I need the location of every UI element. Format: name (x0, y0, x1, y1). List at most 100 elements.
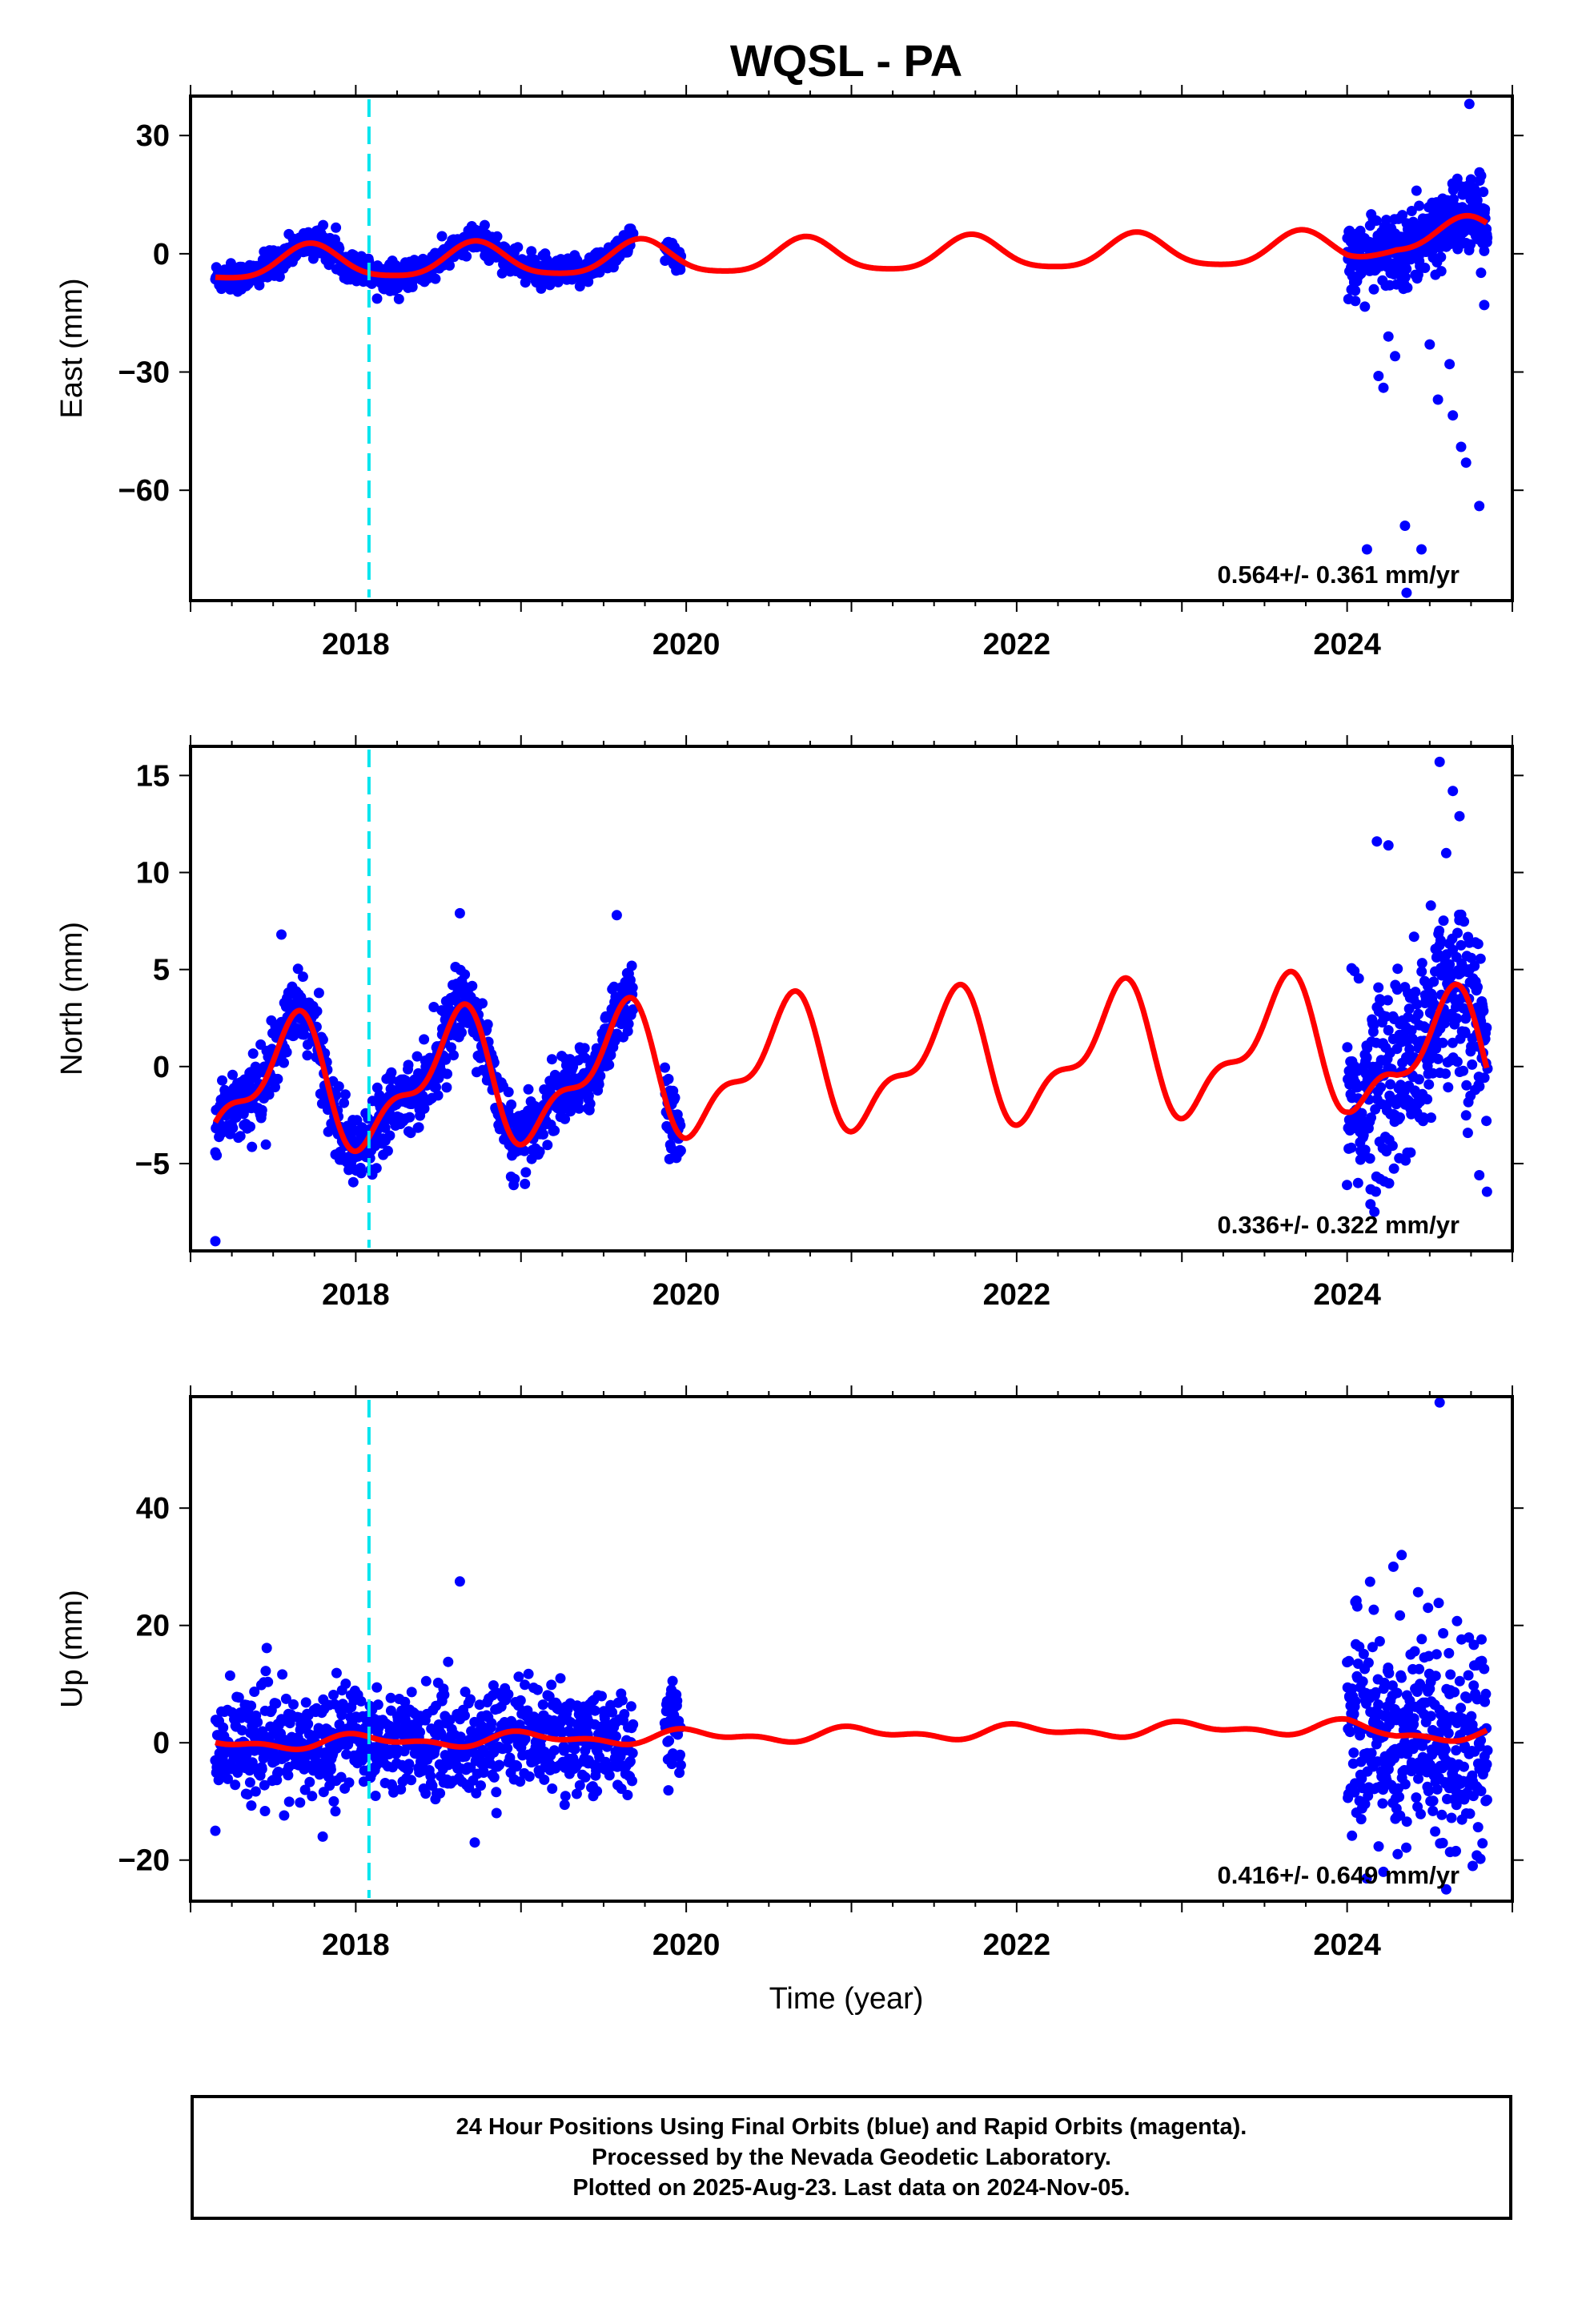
data-point (245, 1121, 255, 1132)
data-point (1425, 1711, 1436, 1722)
data-point (616, 1695, 628, 1706)
y-axis-label: North (mm) (55, 922, 89, 1076)
data-point (520, 1167, 532, 1178)
data-point (1361, 1873, 1372, 1884)
data-point (223, 1773, 233, 1784)
data-point (1420, 1023, 1431, 1033)
data-point (370, 1791, 381, 1801)
data-point (440, 1054, 452, 1065)
data-point (583, 1090, 594, 1101)
y-tick-label: 15 (136, 759, 170, 793)
data-point (318, 219, 329, 231)
data-point (1418, 1112, 1429, 1123)
data-point (1480, 203, 1491, 215)
data-point (299, 1029, 310, 1040)
data-point (1350, 1695, 1361, 1707)
data-point (1465, 239, 1476, 250)
data-point (1427, 1805, 1439, 1816)
data-point (546, 1679, 557, 1691)
data-point (565, 1717, 576, 1728)
data-point (1480, 1696, 1491, 1707)
rate-label: 0.564+/- 0.361 mm/yr (1218, 561, 1460, 589)
data-point (660, 1062, 670, 1073)
data-point (1431, 1649, 1442, 1660)
data-point (1364, 1576, 1375, 1587)
x-axis: 2018 2020 2022 2024 (190, 85, 1513, 661)
y-tick-label: −5 (135, 1148, 170, 1181)
data-point (232, 1767, 243, 1778)
data-point (1387, 1680, 1398, 1691)
data-point (455, 1731, 466, 1743)
data-point (477, 998, 488, 1009)
y-tick-label: 5 (153, 954, 170, 987)
data-point (1405, 1147, 1416, 1158)
y-tick-label: 30 (136, 119, 170, 153)
data-point (520, 1178, 531, 1189)
data-point (1468, 1639, 1480, 1651)
y-axis: 40 20 0 −20 (118, 1492, 1524, 1878)
x-tick-label: 2018 (322, 628, 390, 661)
data-point (1349, 1787, 1360, 1798)
panel-north: 2018 2020 2022 2024 15 10 5 0 −5 North (mm) 0.336+… (55, 735, 1524, 1312)
data-point (339, 1097, 350, 1108)
data-point (1475, 1853, 1486, 1864)
data-point (1403, 1003, 1415, 1015)
data-point (1359, 1144, 1371, 1156)
data-point (596, 1691, 607, 1702)
data-point (1481, 1186, 1492, 1197)
data-point (1476, 1634, 1487, 1645)
data-point (667, 1675, 678, 1687)
data-point (1401, 1842, 1411, 1853)
data-point (491, 1807, 502, 1819)
data-point (427, 1780, 438, 1791)
data-point (396, 1783, 407, 1795)
data-point (430, 273, 441, 284)
data-point (1478, 187, 1489, 198)
data-point (1373, 1841, 1384, 1852)
data-point (340, 1679, 351, 1689)
data-point (331, 1667, 342, 1679)
data-point (1449, 1687, 1460, 1698)
data-point (478, 1767, 489, 1778)
data-point (303, 1719, 314, 1730)
data-point (263, 1089, 275, 1100)
data-point (1482, 232, 1493, 243)
data-point (1479, 1072, 1490, 1084)
data-point (1460, 1110, 1472, 1121)
data-point (1379, 1677, 1390, 1688)
data-point (1423, 1786, 1434, 1796)
data-point (628, 228, 639, 239)
data-point (546, 1054, 557, 1065)
data-point (1392, 1848, 1403, 1860)
data-point (1451, 1845, 1461, 1856)
data-point (1363, 1791, 1374, 1801)
model-curve (212, 968, 1490, 1155)
data-point (1411, 1792, 1422, 1803)
data-point (1413, 1008, 1424, 1019)
data-point (412, 1051, 423, 1062)
data-point (325, 1764, 336, 1775)
data-point (1423, 1602, 1434, 1614)
caption-line-1: 24 Hour Positions Using Final Orbits (bl… (456, 2114, 1247, 2140)
data-point (574, 1779, 585, 1791)
data-point (1368, 1019, 1379, 1031)
data-point (1479, 300, 1490, 311)
data-point (460, 1687, 471, 1698)
data-point (467, 980, 478, 991)
data-point (311, 1006, 323, 1017)
data-point (1395, 1810, 1406, 1821)
data-point (444, 260, 455, 271)
data-point (523, 1084, 534, 1095)
data-point (348, 250, 359, 261)
data-point (1414, 1663, 1425, 1675)
x-tick-label: 2022 (983, 1928, 1051, 1962)
data-point (442, 1068, 452, 1080)
data-point (469, 1837, 480, 1848)
data-point (1381, 215, 1392, 226)
data-point (1347, 1830, 1358, 1841)
data-point (509, 1173, 520, 1184)
data-point (1414, 1074, 1424, 1085)
data-point (371, 1163, 382, 1174)
data-point (1348, 1747, 1359, 1759)
